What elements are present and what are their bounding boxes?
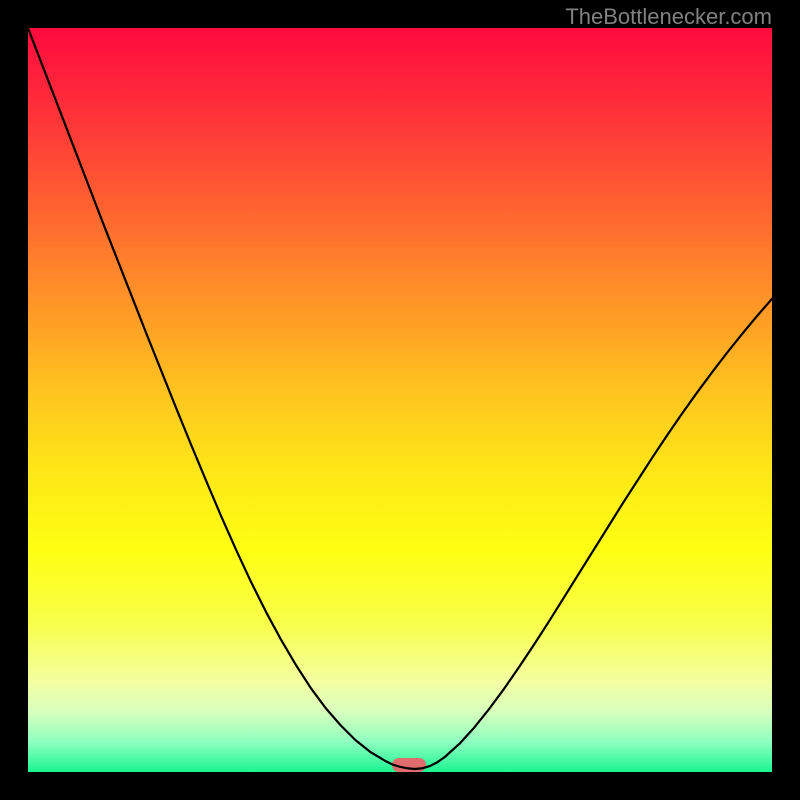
bottleneck-curve <box>28 28 772 772</box>
plot-area <box>28 28 772 772</box>
watermark-text: TheBottlenecker.com <box>565 4 772 30</box>
